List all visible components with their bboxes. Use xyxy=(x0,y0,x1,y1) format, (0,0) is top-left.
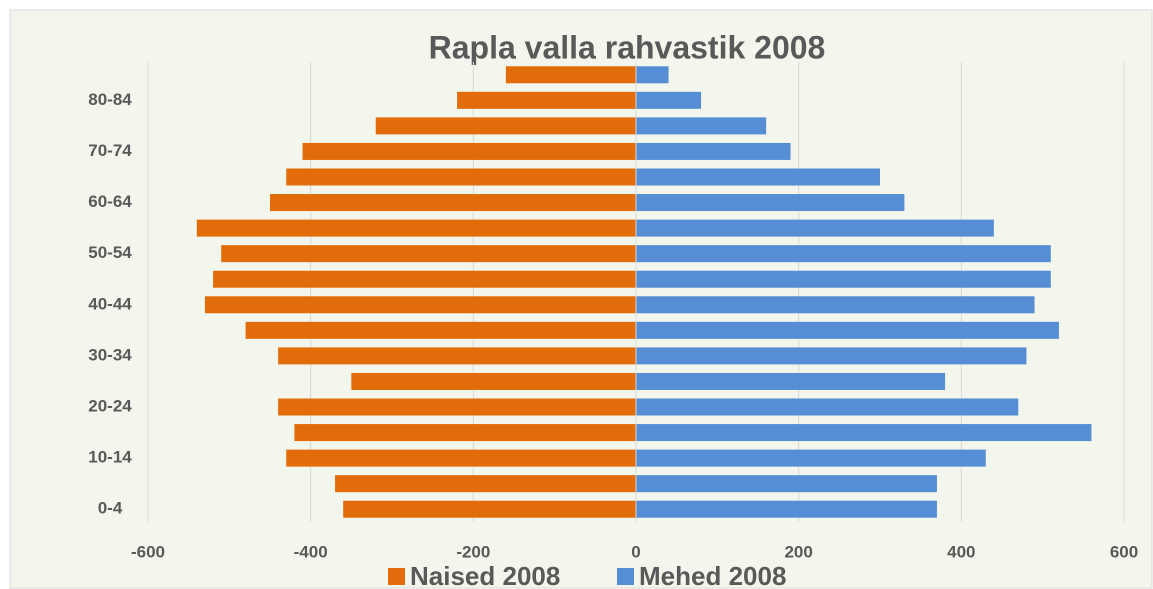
bar xyxy=(636,347,1027,365)
bar xyxy=(270,194,636,212)
y-tick-label: 0-4 xyxy=(98,499,123,518)
y-tick-label: 40-44 xyxy=(88,294,132,313)
bar xyxy=(636,66,669,84)
bar xyxy=(636,270,1051,288)
x-tick-label: 600 xyxy=(1110,542,1138,561)
bar xyxy=(636,475,937,493)
bar xyxy=(636,91,702,109)
y-tick-label: 60-64 xyxy=(88,192,132,211)
bar xyxy=(636,500,937,518)
bar xyxy=(505,66,636,84)
bar xyxy=(286,449,636,467)
bar xyxy=(636,372,946,390)
legend-label: Naised 2008 xyxy=(410,561,560,589)
x-tick-label: -600 xyxy=(131,542,165,561)
y-tick-label: 20-24 xyxy=(88,396,132,415)
x-tick-label: -400 xyxy=(294,542,328,561)
bar xyxy=(636,245,1051,263)
bar xyxy=(286,168,636,186)
bar xyxy=(636,142,791,160)
bar xyxy=(196,219,637,237)
bar xyxy=(636,321,1059,339)
bar xyxy=(302,142,636,160)
legend-label: Mehed 2008 xyxy=(639,561,786,589)
y-tick-label: 80-84 xyxy=(88,90,132,109)
legend-swatch xyxy=(617,568,634,585)
bar xyxy=(278,398,636,416)
bar xyxy=(636,296,1035,314)
bar xyxy=(278,347,636,365)
bar xyxy=(636,117,767,135)
bar xyxy=(636,398,1019,416)
x-tick-label: 0 xyxy=(631,542,640,561)
bar xyxy=(636,194,905,212)
x-tick-label: 200 xyxy=(784,542,812,561)
bar xyxy=(213,270,637,288)
y-tick-label: 50-54 xyxy=(88,243,132,262)
bar xyxy=(457,91,636,109)
bar xyxy=(351,372,636,390)
y-tick-label: 30-34 xyxy=(88,345,132,364)
bar xyxy=(343,500,636,518)
bar xyxy=(636,424,1092,442)
bar xyxy=(204,296,636,314)
bar xyxy=(636,219,994,237)
x-tick-label: 400 xyxy=(947,542,975,561)
bar xyxy=(245,321,636,339)
bar xyxy=(636,168,880,186)
chart-title: Rapla valla rahvastik 2008 xyxy=(429,29,826,65)
bar xyxy=(636,449,986,467)
bar xyxy=(294,424,636,442)
bar xyxy=(375,117,636,135)
bar xyxy=(221,245,636,263)
legend-swatch xyxy=(388,568,405,585)
bar xyxy=(335,475,636,493)
y-tick-label: 10-14 xyxy=(88,448,132,467)
x-tick-label: -200 xyxy=(456,542,490,561)
y-tick-label: 70-74 xyxy=(88,141,132,160)
